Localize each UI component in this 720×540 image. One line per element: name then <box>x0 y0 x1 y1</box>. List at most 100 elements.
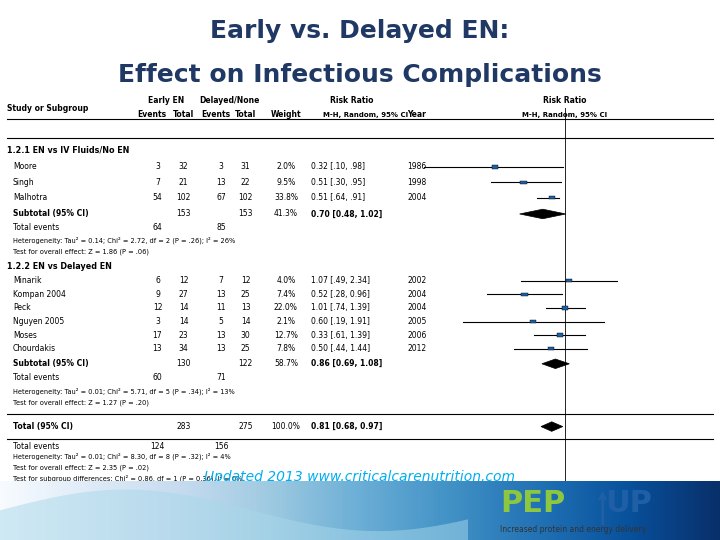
Text: Total events: Total events <box>13 224 59 232</box>
Text: 0.86 [0.69, 1.08]: 0.86 [0.69, 1.08] <box>310 359 382 368</box>
Text: 13: 13 <box>153 344 162 353</box>
Text: 283: 283 <box>176 422 191 431</box>
Text: 1.01 [.74, 1.39]: 1.01 [.74, 1.39] <box>310 303 369 313</box>
Text: M-H, Random, 95% CI: M-H, Random, 95% CI <box>323 112 408 118</box>
Text: 1.2.1 EN vs IV Fluids/No EN: 1.2.1 EN vs IV Fluids/No EN <box>7 146 130 155</box>
Text: 275: 275 <box>238 422 253 431</box>
Text: Test for overall effect: Z = 1.27 (P = .20): Test for overall effect: Z = 1.27 (P = .… <box>13 400 149 406</box>
Text: Early vs. Delayed EN:: Early vs. Delayed EN: <box>210 19 510 43</box>
Text: 3: 3 <box>155 163 160 172</box>
Text: 12: 12 <box>153 303 162 313</box>
Text: Updated 2013 www.criticalcarenutrition.com: Updated 2013 www.criticalcarenutrition.c… <box>204 470 516 484</box>
Text: 60: 60 <box>153 373 163 382</box>
Text: 5: 5 <box>219 317 223 326</box>
Text: 9.5%: 9.5% <box>276 178 295 187</box>
Text: Nguyen 2005: Nguyen 2005 <box>13 317 64 326</box>
Text: 31: 31 <box>241 163 251 172</box>
Text: 100.0%: 100.0% <box>271 422 300 431</box>
Text: Events: Events <box>201 110 230 119</box>
Text: 156: 156 <box>214 442 228 450</box>
Text: 17: 17 <box>153 330 162 340</box>
Text: 1.07 [.49, 2.34]: 1.07 [.49, 2.34] <box>310 276 369 285</box>
Text: 153: 153 <box>238 210 253 219</box>
Text: Weight: Weight <box>271 110 301 119</box>
Text: 58.7%: 58.7% <box>274 359 298 368</box>
Text: PEP: PEP <box>500 489 566 518</box>
Text: 0.70 [0.48, 1.02]: 0.70 [0.48, 1.02] <box>310 210 382 219</box>
Text: 30: 30 <box>240 330 251 340</box>
Text: 7.4%: 7.4% <box>276 290 295 299</box>
Text: 0.52 [.28, 0.96]: 0.52 [.28, 0.96] <box>310 290 369 299</box>
Text: 34: 34 <box>179 344 189 353</box>
Bar <box>492 165 498 168</box>
Text: 7.8%: 7.8% <box>276 344 295 353</box>
Text: 3: 3 <box>155 317 160 326</box>
Text: 27: 27 <box>179 290 189 299</box>
Text: 14: 14 <box>179 303 189 313</box>
Text: Total: Total <box>235 110 256 119</box>
Text: 122: 122 <box>238 359 253 368</box>
Text: 1.2.2 EN vs Delayed EN: 1.2.2 EN vs Delayed EN <box>7 261 112 271</box>
Text: 2004: 2004 <box>408 303 427 313</box>
Text: 14: 14 <box>241 317 251 326</box>
Text: 11: 11 <box>216 303 226 313</box>
Text: 0.51 [.30, .95]: 0.51 [.30, .95] <box>310 178 365 187</box>
Bar <box>530 320 536 323</box>
Text: 0.32 [.10, .98]: 0.32 [.10, .98] <box>310 163 364 172</box>
Text: 0.60 [.19, 1.91]: 0.60 [.19, 1.91] <box>310 317 369 326</box>
Text: Subtotal (95% CI): Subtotal (95% CI) <box>13 359 89 368</box>
Text: 2005: 2005 <box>408 317 427 326</box>
Text: 0.1: 0.1 <box>418 498 428 503</box>
Text: 0.51 [.64, .91]: 0.51 [.64, .91] <box>310 193 365 202</box>
Text: Favours Delayed/None: Favours Delayed/None <box>598 513 672 519</box>
Text: 2002: 2002 <box>408 276 426 285</box>
Text: Favours Early EN: Favours Early EN <box>467 513 522 519</box>
Text: 5: 5 <box>662 498 665 503</box>
Text: 2.1%: 2.1% <box>276 317 295 326</box>
Text: Total events: Total events <box>13 442 59 450</box>
Text: 2: 2 <box>605 498 609 503</box>
Text: 2006: 2006 <box>408 330 427 340</box>
Text: 0.50 [.44, 1.44]: 0.50 [.44, 1.44] <box>310 344 370 353</box>
Bar <box>548 347 554 350</box>
Text: Kompan 2004: Kompan 2004 <box>13 290 66 299</box>
Text: UP: UP <box>605 489 652 518</box>
Text: 12: 12 <box>241 276 251 285</box>
Text: 1: 1 <box>563 498 567 503</box>
Text: Singh: Singh <box>13 178 35 187</box>
Text: 22: 22 <box>241 178 251 187</box>
Text: Total (95% CI): Total (95% CI) <box>13 422 73 431</box>
Text: Total events: Total events <box>13 373 59 382</box>
Text: 7: 7 <box>155 178 160 187</box>
Text: 9: 9 <box>155 290 160 299</box>
Text: 85: 85 <box>216 224 226 232</box>
Text: 13: 13 <box>216 178 226 187</box>
Text: 102: 102 <box>176 193 191 202</box>
Bar <box>557 334 563 337</box>
Text: Test for subgroup differences: Chi² = 0.86, df = 1 (P = 0.36), I² = 0%: Test for subgroup differences: Chi² = 0.… <box>13 475 242 482</box>
Text: Heterogeneity: Tau² = 0.01; Chi² = 5.71, df = 5 (P = .34); I² = 13%: Heterogeneity: Tau² = 0.01; Chi² = 5.71,… <box>13 387 235 395</box>
Text: 23: 23 <box>179 330 189 340</box>
Text: 25: 25 <box>241 290 251 299</box>
Text: 32: 32 <box>179 163 189 172</box>
Polygon shape <box>541 422 563 431</box>
Text: 7: 7 <box>219 276 223 285</box>
Text: Peck: Peck <box>13 303 30 313</box>
Text: 71: 71 <box>216 373 226 382</box>
Text: 3: 3 <box>219 163 223 172</box>
Text: Moore: Moore <box>13 163 37 172</box>
Text: Early EN: Early EN <box>148 96 184 105</box>
Text: 153: 153 <box>176 210 191 219</box>
Text: Year: Year <box>408 110 426 119</box>
Text: 124: 124 <box>150 442 165 450</box>
Text: 2012: 2012 <box>408 344 426 353</box>
Text: 10: 10 <box>702 498 710 503</box>
Text: 2004: 2004 <box>408 193 427 202</box>
Text: 13: 13 <box>216 344 226 353</box>
Text: M-H, Random, 95% CI: M-H, Random, 95% CI <box>522 112 607 118</box>
Text: 102: 102 <box>238 193 253 202</box>
Text: 54: 54 <box>153 193 163 202</box>
Text: 22.0%: 22.0% <box>274 303 298 313</box>
Text: 2004: 2004 <box>408 290 427 299</box>
Text: Malhotra: Malhotra <box>13 193 47 202</box>
